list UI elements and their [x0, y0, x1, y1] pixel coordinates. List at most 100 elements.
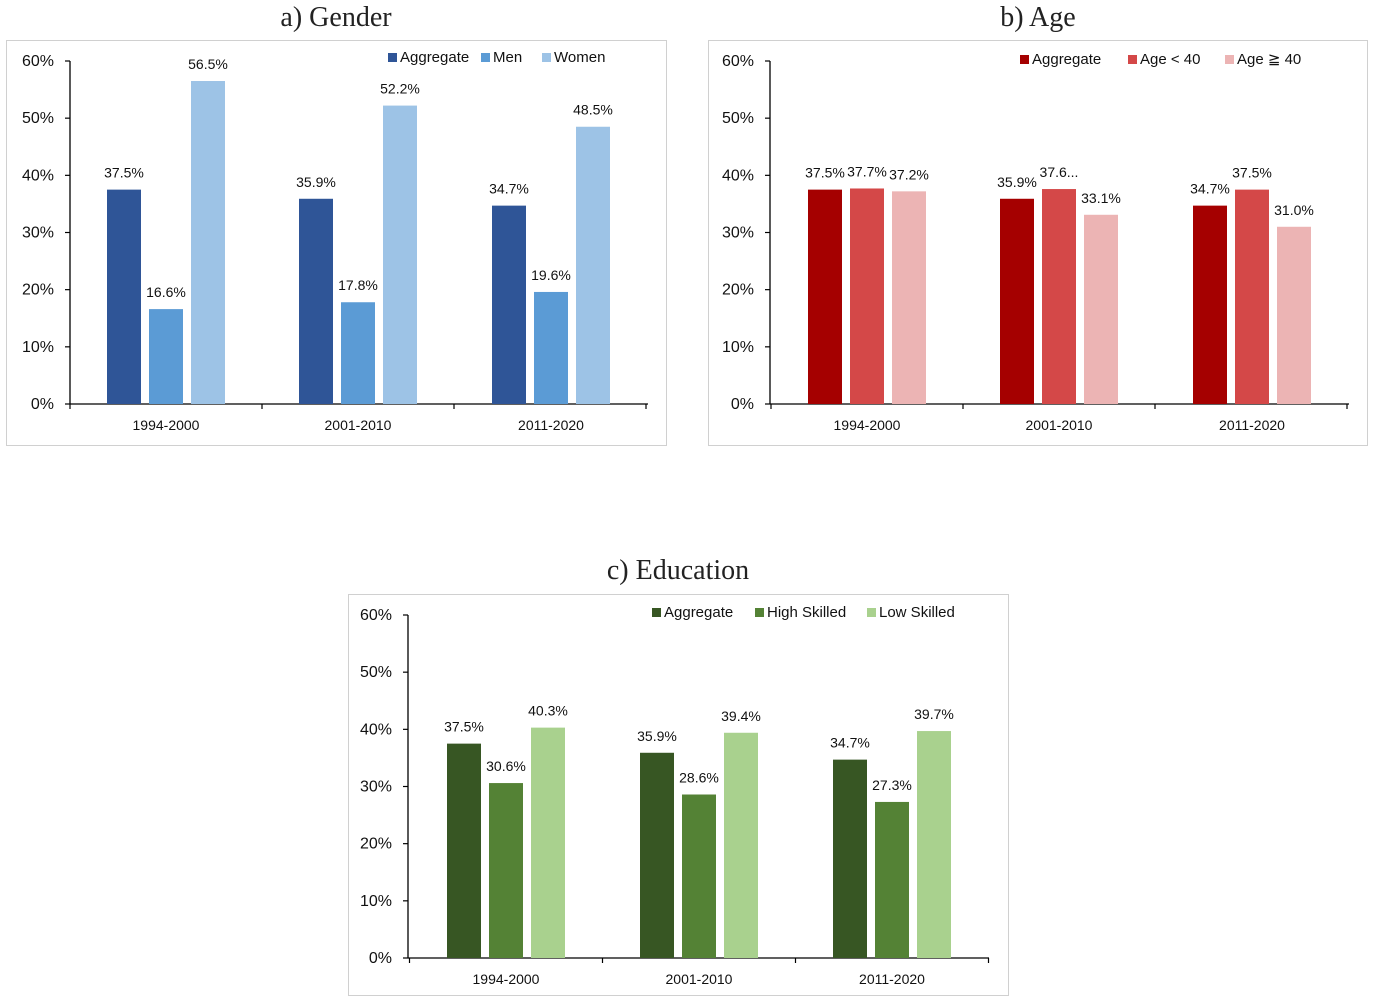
gender-bar: [341, 302, 375, 404]
gender-bar: [299, 198, 333, 404]
education-y-tick-label: 50%: [360, 664, 392, 681]
gender-legend-swatch: [542, 53, 551, 62]
gender-data-label: 34.7%: [489, 181, 529, 197]
age-data-label: 37.7%: [847, 163, 887, 179]
education-bar: [724, 732, 758, 958]
education-data-label: 27.3%: [872, 777, 912, 793]
education-bar: [531, 727, 565, 958]
education-bar: [640, 752, 674, 958]
education-y-tick-label: 40%: [360, 721, 392, 738]
age-y-tick-label: 50%: [722, 110, 754, 127]
age-legend-label: Aggregate: [1032, 51, 1101, 68]
gender-legend-swatch: [388, 53, 397, 62]
education-x-tick-label: 2001-2010: [666, 971, 733, 987]
education-y-tick-label: 0%: [369, 950, 392, 967]
gender-bar: [149, 309, 183, 404]
education-bar: [875, 801, 909, 958]
age-bar: [1084, 214, 1118, 404]
panel-title-age: b) Age: [1000, 2, 1076, 33]
age-legend-swatch: [1020, 55, 1029, 64]
gender-data-label: 17.8%: [338, 277, 378, 293]
gender-y-tick-label: 20%: [22, 282, 54, 299]
gender-data-label: 52.2%: [380, 81, 420, 97]
gender-bar: [492, 205, 526, 404]
gender-data-label: 16.6%: [146, 284, 186, 300]
gender-y-tick-label: 60%: [22, 53, 54, 70]
gender-y-tick-label: 50%: [22, 110, 54, 127]
gender-y-tick-label: 10%: [22, 339, 54, 356]
gender-data-label: 19.6%: [531, 267, 571, 283]
age-data-label: 37.2%: [889, 166, 929, 182]
gender-data-label: 56.5%: [188, 56, 228, 72]
age-y-tick-label: 30%: [722, 225, 754, 242]
education-y-tick-label: 10%: [360, 893, 392, 910]
education-x-tick-label: 2011-2020: [859, 971, 925, 987]
gender-data-label: 37.5%: [104, 165, 144, 181]
education-bar: [682, 794, 716, 958]
gender-bar: [576, 126, 610, 404]
education-data-label: 34.7%: [830, 735, 870, 751]
education-legend-swatch: [867, 608, 876, 617]
age-legend-label: Age < 40: [1140, 51, 1200, 68]
gender-bar: [191, 81, 225, 404]
education-bar: [447, 743, 481, 958]
gender-legend-label: Women: [554, 49, 605, 66]
education-bar: [833, 759, 867, 958]
age-data-label: 37.5%: [1232, 165, 1272, 181]
panel-title-gender: a) Gender: [280, 2, 392, 33]
gender-data-label: 48.5%: [573, 102, 613, 118]
gender-x-tick-label: 2001-2010: [325, 417, 392, 433]
education-bar: [489, 783, 523, 958]
age-data-label: 34.7%: [1190, 181, 1230, 197]
education-data-label: 30.6%: [486, 758, 526, 774]
education-data-label: 39.7%: [914, 706, 954, 722]
age-x-tick-label: 2011-2020: [1219, 417, 1285, 433]
gender-y-tick-label: 40%: [22, 167, 54, 184]
gender-y-tick-label: 0%: [31, 396, 54, 413]
age-y-tick-label: 0%: [731, 396, 754, 413]
education-bar: [917, 731, 951, 958]
age-bar: [1277, 226, 1311, 404]
gender-legend-swatch: [481, 53, 490, 62]
age-data-label: 31.0%: [1274, 202, 1314, 218]
education-data-label: 40.3%: [528, 703, 568, 719]
education-y-tick-label: 20%: [360, 836, 392, 853]
education-data-label: 39.4%: [721, 708, 761, 724]
gender-bar: [107, 189, 141, 404]
age-y-tick-label: 20%: [722, 282, 754, 299]
age-bar: [1042, 189, 1076, 404]
age-x-tick-label: 2001-2010: [1026, 417, 1093, 433]
education-legend-label: Low Skilled: [879, 604, 955, 621]
education-legend-swatch: [652, 608, 661, 617]
age-y-tick-label: 10%: [722, 339, 754, 356]
age-legend-label: Age ≧ 40: [1237, 51, 1301, 68]
education-legend-label: Aggregate: [664, 604, 733, 621]
age-x-tick-label: 1994-2000: [834, 417, 901, 433]
gender-legend-label: Aggregate: [400, 49, 469, 66]
gender-bar: [534, 291, 568, 404]
gender-data-label: 35.9%: [296, 174, 336, 190]
education-legend-label: High Skilled: [767, 604, 846, 621]
age-bar: [808, 189, 842, 404]
education-x-tick-label: 1994-2000: [473, 971, 540, 987]
gender-legend-label: Men: [493, 49, 522, 66]
education-y-tick-label: 30%: [360, 779, 392, 796]
panel-title-education: c) Education: [606, 555, 750, 586]
education-y-tick-label: 60%: [360, 607, 392, 624]
age-y-tick-label: 40%: [722, 167, 754, 184]
age-data-label: 33.1%: [1081, 190, 1121, 206]
gender-y-tick-label: 30%: [22, 225, 54, 242]
gender-x-tick-label: 2011-2020: [518, 417, 584, 433]
age-legend-swatch: [1225, 55, 1234, 64]
age-bar: [1235, 189, 1269, 404]
age-y-tick-label: 60%: [722, 53, 754, 70]
education-data-label: 28.6%: [679, 770, 719, 786]
gender-x-tick-label: 1994-2000: [133, 417, 200, 433]
gender-bar: [383, 105, 417, 404]
age-bar: [1000, 198, 1034, 404]
education-legend-swatch: [755, 608, 764, 617]
age-bar: [1193, 205, 1227, 404]
age-bar: [850, 188, 884, 404]
education-data-label: 35.9%: [637, 728, 677, 744]
